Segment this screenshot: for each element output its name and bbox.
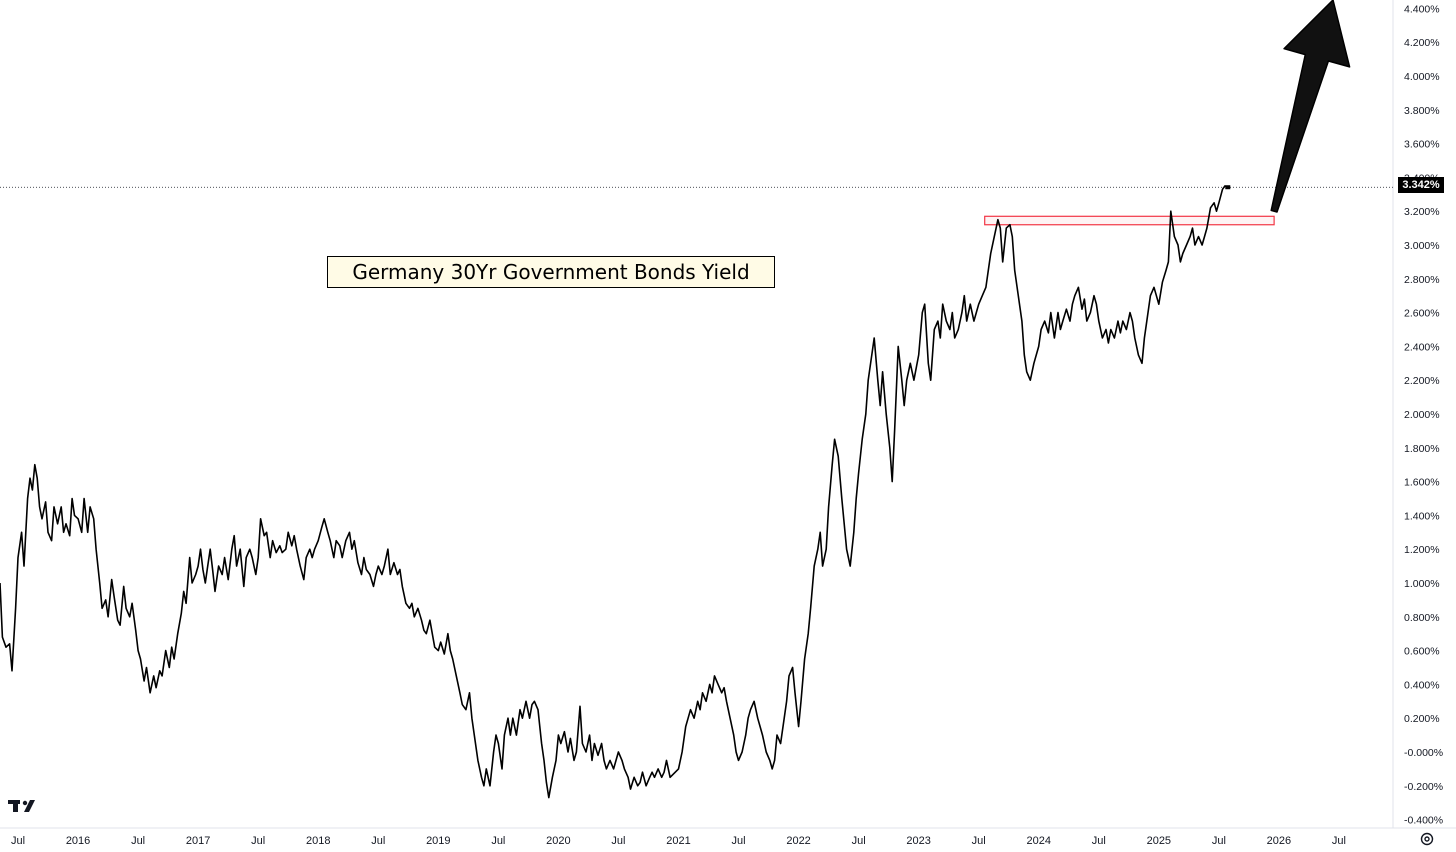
x-tick-label: 2020 xyxy=(546,835,570,847)
settings-icon[interactable] xyxy=(1419,831,1435,847)
x-tick-label: 2016 xyxy=(66,835,90,847)
x-tick-label: Jul xyxy=(1212,835,1226,847)
trend-arrow-shape[interactable] xyxy=(1270,0,1351,213)
y-tick-label: 0.200% xyxy=(1404,713,1440,725)
y-tick-label: 0.800% xyxy=(1404,612,1440,624)
tradingview-logo-icon[interactable] xyxy=(8,797,40,815)
x-tick-label: 2025 xyxy=(1147,835,1171,847)
y-tick-label: 4.000% xyxy=(1404,71,1440,83)
x-tick-label: 2026 xyxy=(1267,835,1291,847)
y-tick-label: 2.000% xyxy=(1404,409,1440,421)
x-tick-label: Jul xyxy=(1092,835,1106,847)
y-tick-label: 2.800% xyxy=(1404,274,1440,286)
y-tick-label: 4.400% xyxy=(1404,3,1440,15)
x-tick-label: Jul xyxy=(611,835,625,847)
x-tick-label: 2018 xyxy=(306,835,330,847)
y-tick-label: 1.000% xyxy=(1404,578,1440,590)
x-axis-ticks[interactable]: Jul 2016 Jul 2017 Jul 2018 Jul 2019 Jul 2020 Jul 20… xyxy=(11,835,1346,847)
x-tick-label: 2023 xyxy=(906,835,930,847)
x-tick-label: Jul xyxy=(972,835,986,847)
y-tick-label: 0.400% xyxy=(1404,679,1440,691)
y-tick-label: 4.200% xyxy=(1404,37,1440,49)
x-tick-label: 2019 xyxy=(426,835,450,847)
x-tick-label: 2022 xyxy=(786,835,810,847)
y-tick-label: 1.200% xyxy=(1404,544,1440,556)
y-tick-label: 2.600% xyxy=(1404,308,1440,320)
yield-series xyxy=(0,185,1231,799)
chart-title: Germany 30Yr Government Bonds Yield xyxy=(327,256,775,288)
x-tick-label: Jul xyxy=(852,835,866,847)
x-tick-label: Jul xyxy=(1332,835,1346,847)
y-tick-label: 3.800% xyxy=(1404,105,1440,117)
resistance-zone xyxy=(984,215,1275,226)
x-tick-label: Jul xyxy=(131,835,145,847)
x-tick-label: Jul xyxy=(731,835,745,847)
x-tick-label: 2017 xyxy=(186,835,210,847)
x-tick-label: Jul xyxy=(11,835,25,847)
x-tick-label: Jul xyxy=(251,835,265,847)
x-tick-label: Jul xyxy=(371,835,385,847)
y-tick-label: -0.000% xyxy=(1404,747,1443,759)
y-tick-label: -0.400% xyxy=(1404,815,1443,827)
y-tick-label: 3.000% xyxy=(1404,240,1440,252)
y-tick-label: 1.400% xyxy=(1404,510,1440,522)
last-value-badge: 3.342% xyxy=(1398,177,1444,193)
y-tick-label: -0.200% xyxy=(1404,781,1443,793)
x-tick-label: 2024 xyxy=(1027,835,1051,847)
x-tick-label: Jul xyxy=(491,835,505,847)
resistance-zone-rect[interactable] xyxy=(984,215,1275,226)
y-tick-label: 1.800% xyxy=(1404,443,1440,455)
trend-arrow xyxy=(1270,0,1351,213)
y-tick-label: 1.600% xyxy=(1404,477,1440,489)
y-axis-ticks[interactable]: 4.400%4.200%4.000%3.800%3.600%3.400%3.20… xyxy=(1404,3,1443,826)
y-tick-label: 2.200% xyxy=(1404,375,1440,387)
series-line-0[interactable] xyxy=(0,185,1228,799)
y-tick-label: 0.600% xyxy=(1404,646,1440,658)
x-tick-label: 2021 xyxy=(666,835,690,847)
last-point-marker xyxy=(1225,185,1231,190)
y-tick-label: 2.400% xyxy=(1404,341,1440,353)
y-tick-label: 3.600% xyxy=(1404,139,1440,151)
y-tick-label: 3.200% xyxy=(1404,206,1440,218)
